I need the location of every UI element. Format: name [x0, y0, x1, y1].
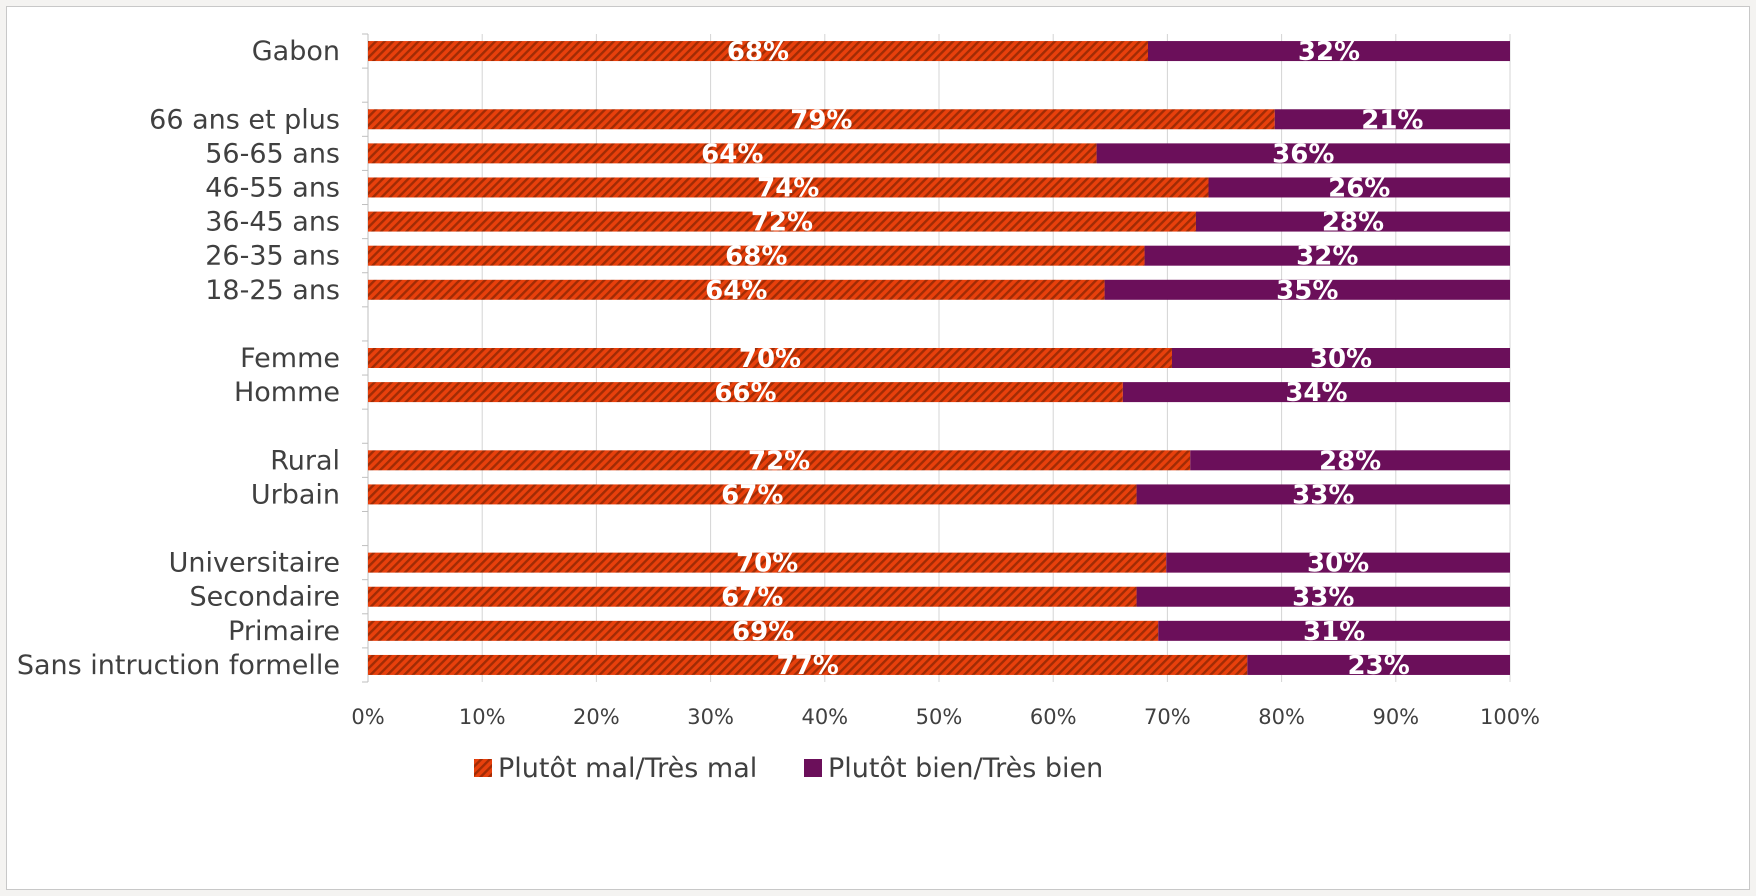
bar-segment-mal — [368, 586, 1137, 607]
legend-label: Plutôt mal/Très mal — [498, 753, 757, 784]
category-label: Sans intruction formelle — [17, 650, 340, 681]
bar-segment-bien — [1104, 279, 1510, 300]
bar-segment-mal — [368, 484, 1137, 505]
data-label: 70% — [736, 549, 798, 579]
data-label: 21% — [1361, 105, 1423, 135]
data-label: 26% — [1328, 173, 1390, 203]
data-label: 35% — [1276, 276, 1338, 306]
data-label: 68% — [725, 242, 787, 272]
data-label: 68% — [727, 37, 789, 67]
category-label: Urbain — [251, 479, 340, 510]
x-tick-label: 40% — [801, 705, 848, 729]
data-label: 77% — [777, 651, 839, 681]
data-label: 72% — [751, 208, 813, 238]
data-label: 72% — [748, 446, 810, 476]
legend: Plutôt mal/Très mal Plutôt bien/Très bien — [474, 753, 1103, 784]
bar-segment-bien — [1274, 109, 1510, 130]
bar-segment-mal — [368, 211, 1196, 232]
bar-segment-bien — [1208, 177, 1510, 198]
x-tick-label: 60% — [1030, 705, 1077, 729]
bar-segment-bien — [1171, 348, 1510, 368]
bar-segment-mal — [368, 620, 1159, 641]
bar-segment-bien — [1136, 586, 1510, 607]
data-label: 66% — [714, 378, 776, 408]
bar-segment-mal — [368, 245, 1145, 266]
category-label: 46-55 ans — [205, 172, 340, 203]
x-tick-label: 10% — [459, 705, 506, 729]
bar-segment-bien — [1144, 245, 1510, 266]
data-label: 34% — [1285, 378, 1347, 408]
x-tick-label: 20% — [573, 705, 620, 729]
category-label: Homme — [234, 377, 340, 408]
x-axis-tick-labels: 0% 10% 20% 30% 40% 50% 60% 70% 80% 90% 100% — [351, 705, 1540, 729]
bar-segment-mal — [368, 279, 1105, 300]
category-label: 66 ans et plus — [149, 104, 340, 135]
x-tick-label: 80% — [1258, 705, 1305, 729]
bar-segment-bien — [1096, 143, 1510, 164]
bar-segment-bien — [1147, 41, 1510, 62]
x-tick-label: 30% — [687, 705, 734, 729]
data-label: 69% — [732, 617, 794, 647]
bar-segment-mal — [368, 382, 1123, 403]
category-label: 36-45 ans — [205, 207, 340, 238]
category-label: Gabon — [252, 36, 340, 67]
bar-segment-mal — [368, 450, 1191, 471]
bar-segment-mal — [368, 41, 1148, 62]
legend-label: Plutôt bien/Très bien — [828, 753, 1103, 784]
category-label: Secondaire — [189, 582, 340, 613]
category-label: Rural — [270, 445, 340, 476]
category-label: Universitaire — [169, 548, 340, 579]
data-label: 33% — [1292, 583, 1354, 613]
category-label: Primaire — [228, 616, 340, 647]
data-label: 28% — [1322, 208, 1384, 238]
bar-segment-bien — [1136, 484, 1510, 505]
bar-segment-bien — [1195, 211, 1510, 232]
data-label: 79% — [790, 105, 852, 135]
bar-segment-mal — [368, 348, 1172, 368]
bar-segment-bien — [1247, 654, 1510, 675]
data-label: 31% — [1303, 617, 1365, 647]
data-label: 23% — [1348, 651, 1410, 681]
legend-swatch — [474, 759, 492, 777]
bar-segment-mal — [368, 654, 1248, 675]
bar-segment-bien — [1166, 552, 1510, 573]
bar-segment-mal — [368, 109, 1275, 130]
data-label: 64% — [705, 276, 767, 306]
data-label: 36% — [1272, 139, 1334, 169]
legend-swatch — [804, 759, 822, 777]
data-label: 67% — [721, 480, 783, 510]
data-label: 67% — [721, 583, 783, 613]
bar-segment-bien — [1122, 382, 1510, 403]
bar-segment-bien — [1158, 620, 1510, 641]
category-label: Femme — [240, 343, 340, 374]
bar-segment-mal — [368, 143, 1097, 164]
data-label: 32% — [1298, 37, 1360, 67]
data-labels: 68% 32% 79% 21% 64% 36% 74% 26% 72% 28% 68% 32% 64% 3… — [701, 37, 1423, 681]
data-label: 74% — [757, 173, 819, 203]
x-tick-label: 50% — [916, 705, 963, 729]
x-tick-label: 70% — [1144, 705, 1191, 729]
data-label: 28% — [1319, 446, 1381, 476]
category-label: 26-35 ans — [205, 241, 340, 272]
x-tick-label: 100% — [1480, 705, 1540, 729]
data-label: 30% — [1310, 344, 1372, 374]
x-tick-label: 90% — [1372, 705, 1419, 729]
x-tick-label: 0% — [351, 705, 384, 729]
bar-segment-mal — [368, 552, 1167, 573]
data-label: 32% — [1296, 242, 1358, 272]
data-label: 70% — [739, 344, 801, 374]
data-label: 30% — [1307, 549, 1369, 579]
data-label: 33% — [1292, 480, 1354, 510]
category-label: 56-65 ans — [205, 138, 340, 169]
bar-segment-bien — [1190, 450, 1510, 471]
data-label: 64% — [701, 139, 763, 169]
category-label: 18-25 ans — [205, 275, 340, 306]
bar-segment-mal — [368, 177, 1209, 198]
bars — [368, 41, 1510, 675]
